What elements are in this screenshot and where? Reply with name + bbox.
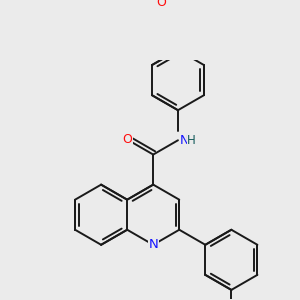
Text: O: O [122, 133, 132, 146]
Text: H: H [188, 134, 196, 147]
Text: N: N [148, 238, 158, 251]
Text: N: N [180, 134, 189, 147]
Text: O: O [156, 0, 166, 10]
